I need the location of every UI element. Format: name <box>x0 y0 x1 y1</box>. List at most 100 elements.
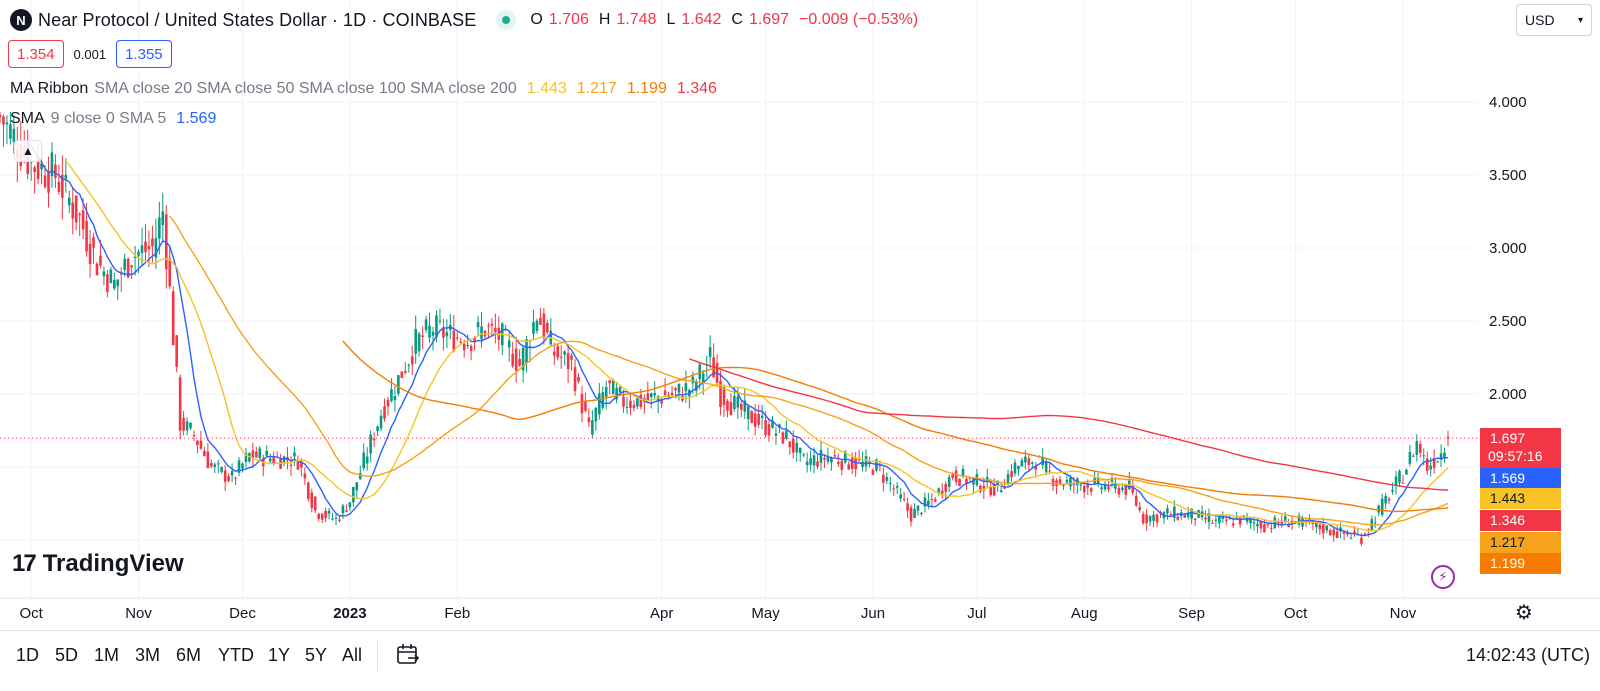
range-button-all[interactable]: All <box>342 645 363 665</box>
ma-ribbon-legend[interactable]: MA Ribbon SMA close 20 SMA close 50 SMA … <box>10 80 717 98</box>
ma-ribbon-value-20: 1.443 <box>526 80 567 97</box>
candle-body <box>1124 484 1128 495</box>
candle-body <box>296 461 300 470</box>
x-tick-label: 2023 <box>333 605 366 622</box>
range-button-1m[interactable]: 1M <box>94 645 120 665</box>
sma-params: 9 close 0 SMA 5 <box>50 110 167 127</box>
candle-body <box>383 406 386 419</box>
candle-body <box>1183 514 1187 518</box>
candle-body <box>701 373 705 383</box>
candle-body <box>178 377 182 431</box>
sma-legend[interactable]: SMA 9 close 0 SMA 5 1.569 <box>10 110 216 128</box>
candle-body <box>1443 452 1446 459</box>
candle-body <box>854 457 857 470</box>
chevron-up-icon: ▲ <box>22 144 34 158</box>
candle-body <box>1006 474 1010 484</box>
candle-body <box>1166 508 1169 514</box>
bid-ask-row: 1.354 0.001 1.355 <box>8 40 172 68</box>
candle-body <box>1276 521 1280 524</box>
candle-body <box>1321 524 1325 534</box>
utc-clock[interactable]: 14:02:43 (UTC) <box>1465 645 1590 665</box>
candle-body <box>137 251 140 256</box>
candle-body <box>438 320 442 322</box>
candle-body <box>764 420 767 435</box>
collapse-legend-button[interactable]: ▲ <box>14 140 42 162</box>
range-button-ytd[interactable]: YTD <box>218 645 254 665</box>
candle-body <box>1193 518 1197 520</box>
candle-body <box>507 340 511 348</box>
candle-body <box>1031 462 1034 464</box>
candle-body <box>92 237 95 248</box>
candle-body <box>604 387 608 397</box>
sell-price-button[interactable]: 1.354 <box>8 40 64 68</box>
candle-body <box>0 114 2 118</box>
range-button-5y[interactable]: 5Y <box>305 645 328 665</box>
candle-body <box>1439 453 1443 460</box>
candle-body <box>1297 515 1301 525</box>
candle-body <box>753 413 757 427</box>
range-button-6m[interactable]: 6M <box>176 645 202 665</box>
candle-body <box>951 474 954 478</box>
candle-body <box>1252 522 1256 524</box>
candle-body <box>694 381 698 391</box>
candle-body <box>868 461 871 463</box>
candle-body <box>1401 482 1405 484</box>
candle-body <box>1422 455 1426 457</box>
range-button-5d[interactable]: 5D <box>55 645 79 665</box>
range-button-3m[interactable]: 3M <box>135 645 161 665</box>
candle-body <box>338 519 341 521</box>
candle-body <box>1294 521 1297 523</box>
candle-body <box>961 468 965 477</box>
buy-price-button[interactable]: 1.355 <box>116 40 172 68</box>
candle-body <box>656 396 660 402</box>
range-button-1y[interactable]: 1Y <box>268 645 291 665</box>
candle-body <box>220 467 224 472</box>
high-value: 1.748 <box>616 11 657 28</box>
candle-body <box>230 470 234 476</box>
range-button-1d[interactable]: 1D <box>16 645 40 665</box>
candle-body <box>289 464 293 467</box>
market-open-status-icon[interactable] <box>496 10 517 30</box>
candle-body <box>390 389 393 402</box>
open-key: O <box>530 11 543 28</box>
candle-body <box>823 458 826 460</box>
candle-body <box>1412 455 1415 457</box>
candle-body <box>622 396 625 407</box>
tradingview-logo[interactable]: 17 TradingView <box>12 550 184 578</box>
candle-body <box>1044 462 1048 473</box>
candle-body <box>726 400 729 411</box>
candle-body <box>1034 466 1038 470</box>
candle-body <box>175 335 178 367</box>
candle-body <box>1218 516 1221 524</box>
candle-body <box>459 341 463 343</box>
candle-body <box>871 470 875 475</box>
candle-body <box>649 393 653 398</box>
candle-body <box>2 116 5 125</box>
gear-icon[interactable]: ⚙ <box>1515 601 1533 624</box>
candle-body <box>1065 479 1069 483</box>
symbol-title[interactable]: Near Protocol / United States Dollar · 1… <box>38 9 477 30</box>
currency-select[interactable]: USD ▾ <box>1516 4 1592 36</box>
date-range-icon[interactable] <box>394 641 422 669</box>
price-label-text: 1.697 <box>1490 430 1525 446</box>
price-chart[interactable]: 4.000 3.500 3.000 2.500 2.000 Oct Nov Dec 2023 Fe… <box>0 0 1600 630</box>
candle-body <box>670 392 674 396</box>
countdown-label: 09:57:16 <box>1488 448 1543 464</box>
candle-body <box>895 486 899 488</box>
candle-body <box>331 518 334 520</box>
candle-body <box>379 415 383 429</box>
candle-body <box>12 128 16 142</box>
open-value: 1.706 <box>548 11 589 28</box>
candle-body <box>241 463 244 469</box>
candle-body <box>1263 524 1266 533</box>
candle-body <box>1287 525 1290 528</box>
candle-body <box>469 345 473 352</box>
x-tick-label: May <box>751 605 780 622</box>
candle-body <box>587 417 591 423</box>
lightning-icon[interactable]: ⚡ <box>1431 565 1455 589</box>
candle-body <box>930 498 934 500</box>
candle-body <box>788 441 792 448</box>
candle-body <box>511 353 514 367</box>
candle-body <box>400 371 404 378</box>
candle-body <box>452 330 456 351</box>
